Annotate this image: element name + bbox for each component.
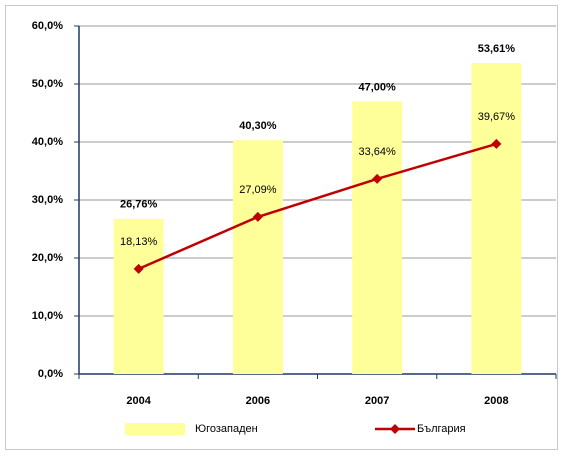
y-tick-label: 50,0% xyxy=(32,78,63,90)
x-tick-label: 2007 xyxy=(365,395,389,407)
y-tick-label: 20,0% xyxy=(32,252,63,264)
bar xyxy=(352,101,403,375)
x-tick-label: 2008 xyxy=(484,395,508,407)
bar-value-label: 26,76% xyxy=(120,199,158,211)
bar xyxy=(113,218,164,374)
line-value-label: 39,67% xyxy=(478,111,516,123)
y-tick-label: 10,0% xyxy=(32,310,63,322)
bar xyxy=(232,140,283,374)
legend-swatch xyxy=(125,423,185,435)
line-marker xyxy=(252,211,263,222)
bar-value-label: 47,00% xyxy=(358,81,396,93)
line-value-label: 33,64% xyxy=(358,146,396,158)
line xyxy=(138,142,497,270)
y-tick-label: 40,0% xyxy=(32,136,63,148)
line-marker xyxy=(133,263,144,274)
x-tick-label: 2006 xyxy=(246,395,270,407)
bar-value-label: 53,61% xyxy=(478,43,516,55)
line-value-label: 18,13% xyxy=(120,236,158,248)
line-value-label: 27,09% xyxy=(239,184,277,196)
y-tick-label: 60,0% xyxy=(32,20,63,32)
bar xyxy=(471,63,522,374)
bar-value-label: 40,30% xyxy=(239,120,277,132)
y-tick-label: 30,0% xyxy=(32,194,63,206)
y-tick-label: 0,0% xyxy=(38,368,63,380)
legend-marker xyxy=(390,424,400,434)
x-tick-label: 2004 xyxy=(126,395,151,407)
legend-label: Югозападен xyxy=(195,423,258,435)
line-marker xyxy=(372,173,383,184)
legend-label: България xyxy=(417,423,466,435)
line-marker xyxy=(491,138,502,149)
